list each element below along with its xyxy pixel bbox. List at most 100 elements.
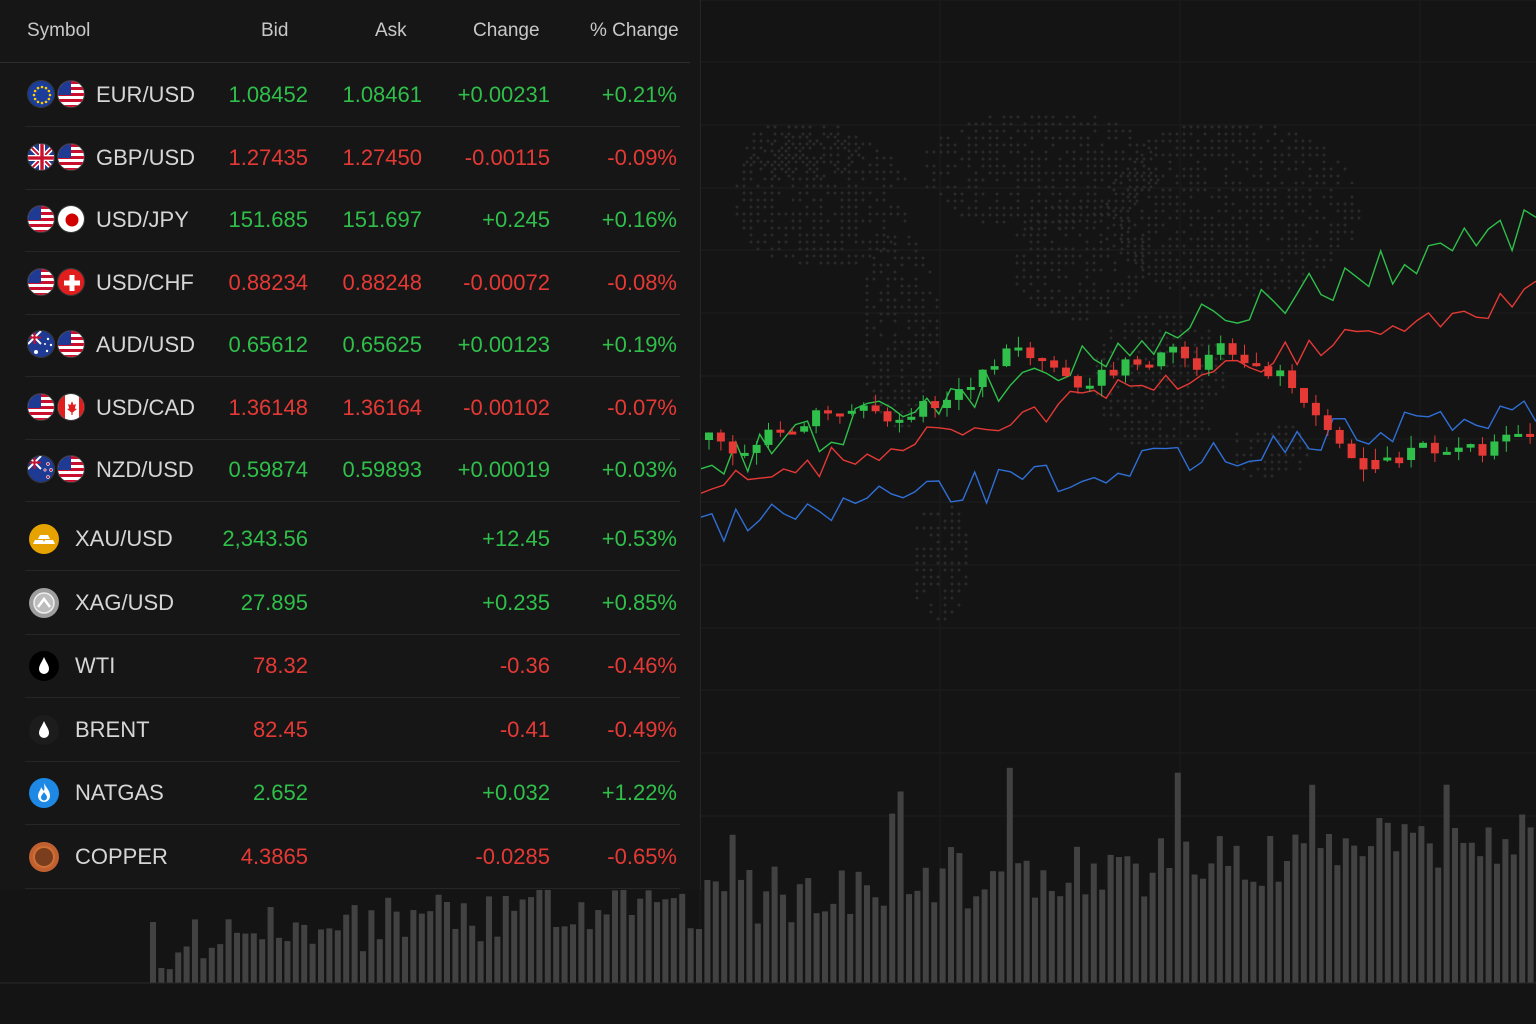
ask-value: 0.88248 bbox=[342, 269, 422, 295]
pct-change-value: -0.09% bbox=[607, 144, 677, 170]
change-value: +0.00231 bbox=[457, 82, 550, 107]
table-row[interactable]: AUD/USD 0.65612 0.65625 +0.00123 +0.19% bbox=[25, 314, 680, 377]
bid-value: 27.895 bbox=[240, 589, 308, 615]
oil-drop-icon bbox=[29, 651, 59, 681]
symbol-label: BRENT bbox=[75, 716, 150, 742]
currency-flags bbox=[27, 330, 89, 360]
nz-flag-icon bbox=[27, 455, 55, 483]
table-row[interactable]: WTI 78.32 -0.36 -0.46% bbox=[25, 635, 680, 698]
volume-bars bbox=[150, 767, 1534, 983]
symbol-label: GBP/USD bbox=[96, 144, 196, 170]
world-map-dots bbox=[735, 115, 1361, 621]
currency-flags bbox=[27, 142, 89, 173]
pct-change-value: -0.46% bbox=[607, 653, 677, 678]
ask-value: 1.36164 bbox=[342, 394, 422, 420]
symbol-label: USD/CHF bbox=[96, 269, 194, 295]
pct-change-value: -0.65% bbox=[607, 843, 677, 869]
copper-icon bbox=[29, 841, 59, 872]
table-row[interactable]: BRENT 82.45 -0.41 -0.49% bbox=[25, 699, 680, 762]
bid-value: 2,343.56 bbox=[222, 526, 308, 551]
bid-value: 151.685 bbox=[228, 207, 308, 232]
quotes-panel: Symbol Bid Ask Change % Change EUR/USD 1… bbox=[0, 0, 701, 890]
change-value: +0.245 bbox=[482, 207, 550, 232]
bid-value: 1.27435 bbox=[228, 144, 308, 170]
us-flag-icon bbox=[57, 455, 85, 483]
candlesticks bbox=[705, 335, 1535, 482]
ask-value: 1.08461 bbox=[342, 82, 422, 107]
header-ask[interactable]: Ask bbox=[375, 20, 407, 41]
table-header: Symbol Bid Ask Change % Change bbox=[0, 0, 690, 63]
table-row[interactable]: XAG/USD 27.895 +0.235 +0.85% bbox=[25, 572, 680, 635]
au-flag-icon bbox=[27, 330, 55, 358]
uk-flag-icon bbox=[27, 142, 55, 171]
bid-value: 0.88234 bbox=[228, 269, 308, 295]
jp-flag-icon bbox=[57, 205, 85, 233]
table-row[interactable]: USD/JPY 151.685 151.697 +0.245 +0.16% bbox=[25, 189, 680, 252]
ask-value: 151.697 bbox=[342, 207, 422, 232]
currency-flags bbox=[27, 80, 89, 110]
eu-flag-icon bbox=[27, 80, 55, 108]
table-row[interactable]: USD/CHF 0.88234 0.88248 -0.00072 -0.08% bbox=[25, 252, 680, 315]
us-flag-icon bbox=[27, 205, 55, 233]
pct-change-value: -0.49% bbox=[607, 716, 677, 742]
table-row[interactable]: USD/CAD 1.36148 1.36164 -0.00102 -0.07% bbox=[25, 377, 680, 440]
symbol-label: XAG/USD bbox=[75, 589, 175, 615]
currency-flags bbox=[27, 455, 89, 485]
symbol-label: NATGAS bbox=[75, 780, 164, 805]
table-row[interactable]: EUR/USD 1.08452 1.08461 +0.00231 +0.21% bbox=[25, 64, 680, 127]
currency-flags bbox=[27, 205, 89, 235]
ask-value: 1.27450 bbox=[342, 144, 422, 170]
table-row[interactable]: XAU/USD 2,343.56 +12.45 +0.53% bbox=[25, 508, 680, 571]
bid-value: 0.59874 bbox=[228, 457, 308, 482]
symbol-label: USD/CAD bbox=[96, 394, 196, 420]
us-flag-icon bbox=[27, 267, 55, 296]
bid-value: 1.08452 bbox=[228, 82, 308, 107]
symbol-label: WTI bbox=[75, 653, 116, 678]
ask-value: 0.59893 bbox=[342, 457, 422, 482]
table-row[interactable]: NZD/USD 0.59874 0.59893 +0.00019 +0.03% bbox=[25, 439, 680, 502]
symbol-label: USD/JPY bbox=[96, 207, 189, 232]
table-row[interactable]: NATGAS 2.652 +0.032 +1.22% bbox=[25, 762, 680, 825]
pct-change-value: +0.53% bbox=[601, 526, 677, 551]
us-flag-icon bbox=[57, 330, 85, 358]
symbol-label: COPPER bbox=[75, 843, 168, 869]
us-flag-icon bbox=[57, 80, 85, 108]
symbol-label: AUD/USD bbox=[96, 332, 196, 357]
ca-flag-icon bbox=[57, 392, 85, 421]
currency-flags bbox=[27, 267, 89, 298]
symbol-label: XAU/USD bbox=[75, 526, 173, 551]
symbol-label: NZD/USD bbox=[96, 457, 194, 482]
change-value: -0.0285 bbox=[475, 843, 550, 869]
us-flag-icon bbox=[27, 392, 55, 421]
silver-icon bbox=[29, 587, 59, 618]
symbol-label: EUR/USD bbox=[96, 82, 196, 107]
pct-change-value: +0.85% bbox=[601, 589, 677, 615]
bid-value: 82.45 bbox=[252, 716, 308, 742]
pct-change-value: +1.22% bbox=[601, 780, 677, 805]
oil-drop-icon bbox=[29, 714, 59, 745]
header-pct-change[interactable]: % Change bbox=[590, 20, 679, 41]
change-value: -0.00102 bbox=[463, 394, 550, 420]
change-value: +0.00019 bbox=[457, 457, 550, 482]
table-row[interactable]: COPPER 4.3865 -0.0285 -0.65% bbox=[25, 826, 680, 889]
us-flag-icon bbox=[57, 142, 85, 171]
gold-icon bbox=[29, 524, 59, 554]
bid-value: 4.3865 bbox=[240, 843, 308, 869]
header-change[interactable]: Change bbox=[473, 20, 540, 41]
change-value: -0.36 bbox=[499, 653, 550, 678]
bid-value: 1.36148 bbox=[228, 394, 308, 420]
pct-change-value: +0.19% bbox=[601, 332, 677, 357]
header-symbol[interactable]: Symbol bbox=[27, 20, 91, 41]
change-value: -0.00072 bbox=[463, 269, 550, 295]
bid-value: 2.652 bbox=[252, 780, 308, 805]
table-row[interactable]: GBP/USD 1.27435 1.27450 -0.00115 -0.09% bbox=[25, 127, 680, 190]
flame-icon bbox=[29, 778, 59, 808]
header-bid[interactable]: Bid bbox=[261, 20, 289, 41]
pct-change-value: +0.03% bbox=[601, 457, 677, 482]
pct-change-value: +0.16% bbox=[601, 207, 677, 232]
pct-change-value: -0.07% bbox=[607, 394, 677, 420]
ask-value: 0.65625 bbox=[342, 332, 422, 357]
bid-value: 0.65612 bbox=[228, 332, 308, 357]
change-value: +0.00123 bbox=[457, 332, 550, 357]
pct-change-value: +0.21% bbox=[601, 82, 677, 107]
